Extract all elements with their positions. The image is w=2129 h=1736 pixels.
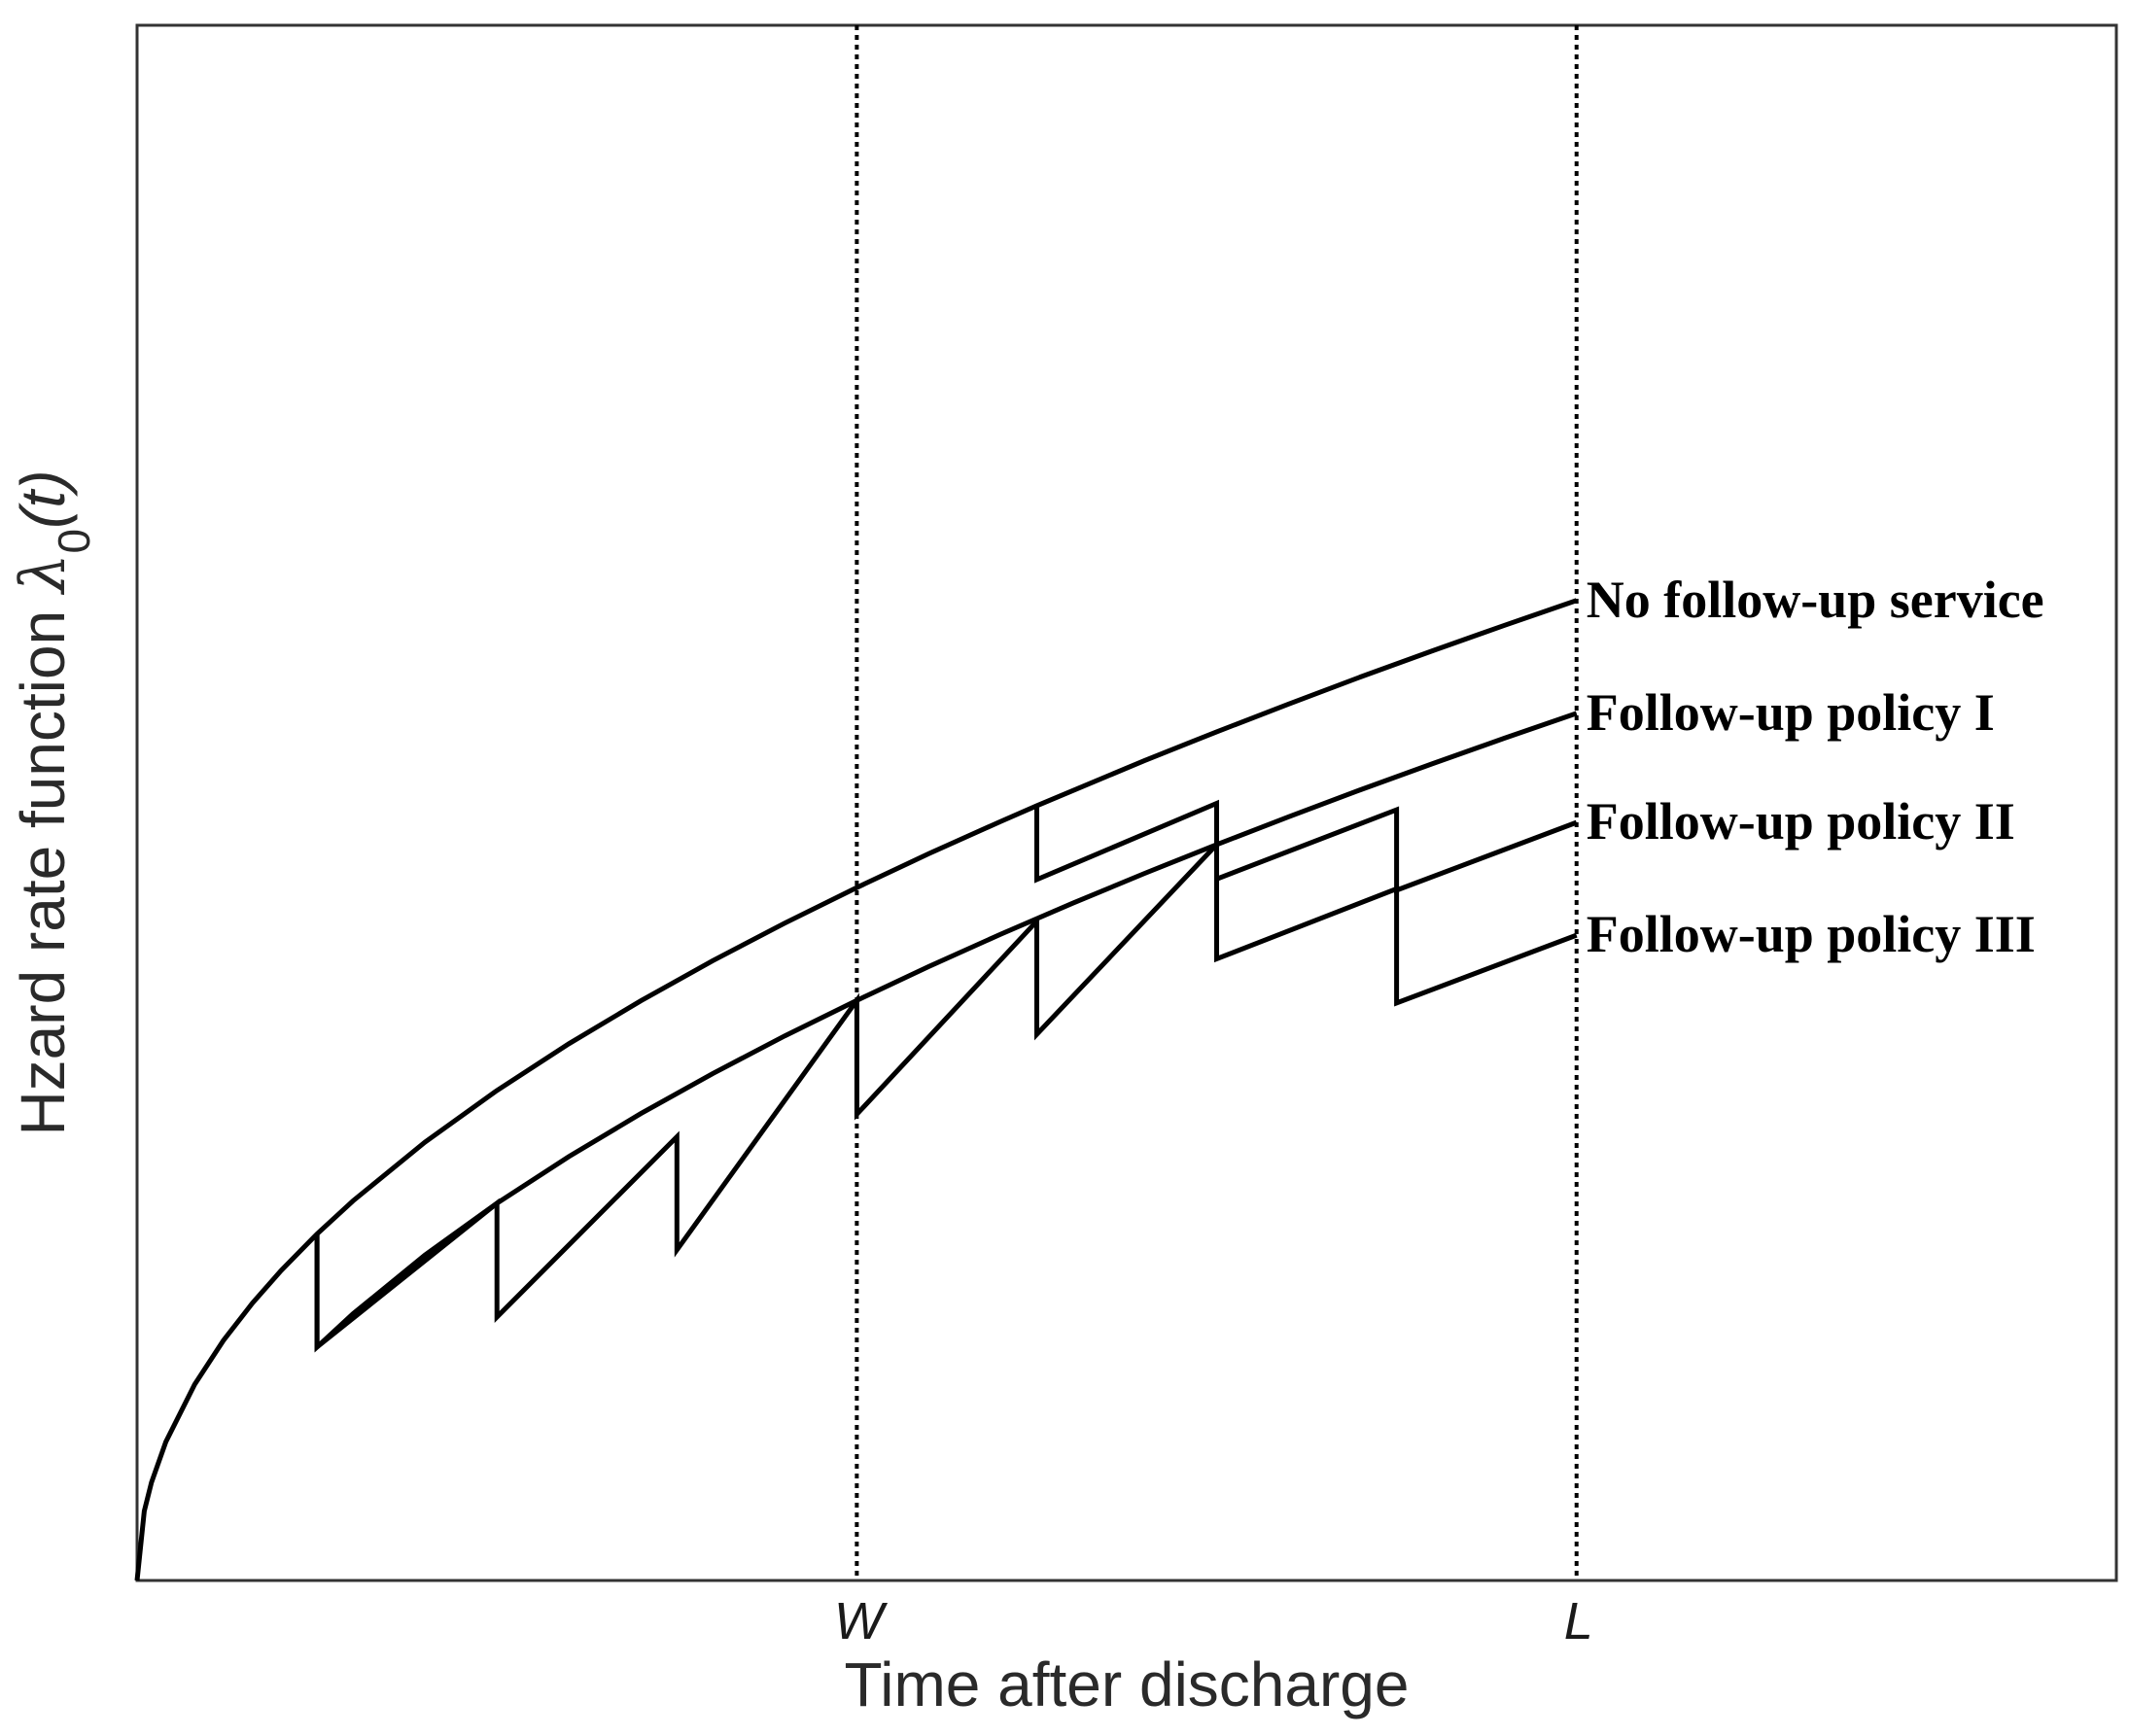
x-tick-label-l: L: [1564, 1592, 1593, 1650]
series-label-no-follow-up-service: No follow-up service: [1587, 571, 2044, 629]
plot-frame: [135, 23, 2118, 1582]
series-line-follow-up-policy-i: [314, 711, 1578, 1353]
y-axis-title-symbol: λ: [8, 553, 80, 596]
x-tick-label-w: W: [834, 1592, 889, 1650]
series-lines: [134, 598, 1578, 1581]
guide-lines: [855, 25, 1579, 1580]
y-axis-title-argument: (t): [8, 469, 78, 528]
y-axis-title: Hzard rate function λ0(t): [8, 469, 99, 1135]
series-label-follow-up-policy-ii: Follow-up policy II: [1587, 792, 2015, 851]
series-labels: No follow-up service Follow-up policy II F…: [1587, 571, 2044, 963]
series-label-follow-up-policy-i: Follow-up policy I: [1587, 683, 1995, 742]
y-axis-title-text: Hzard rate function: [8, 610, 78, 1136]
y-axis-title-subscript: 0: [49, 529, 99, 554]
series-label-follow-up-policy-iii: Follow-up policy III: [1587, 905, 2036, 963]
series-line-no-follow-up-service: [134, 598, 1578, 1581]
series-line-follow-up-policy-iii: [314, 838, 1578, 1352]
series-line-follow-up-policy-ii: [1034, 799, 1578, 894]
x-axis-title: Time after discharge: [845, 1649, 1410, 1719]
